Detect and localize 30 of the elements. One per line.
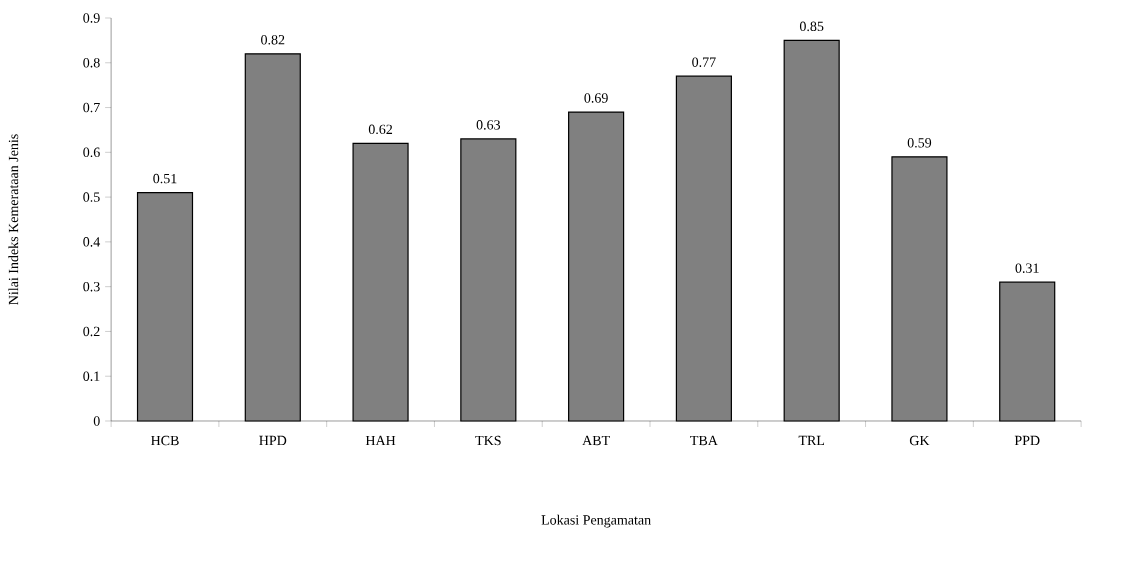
x-tick-label: HCB	[151, 435, 179, 446]
x-tick-label: TRL	[798, 435, 825, 446]
x-tick-label: TBA	[690, 435, 718, 446]
y-tick-label: 0.4	[83, 237, 101, 247]
y-axis-title: Nilai Indeks Kemerataan Jenis	[8, 134, 19, 305]
y-tick-label: 0.2	[83, 326, 100, 337]
data-label: 0.51	[153, 173, 177, 184]
y-tick-label: 0.7	[83, 102, 100, 113]
y-tick-label: 0.1	[83, 371, 100, 381]
x-tick-label: GK	[909, 435, 930, 446]
x-tick-label: ABT	[582, 435, 610, 446]
x-axis-title: Lokasi Pengamatan	[541, 514, 651, 528]
data-label: 0.85	[799, 21, 824, 32]
x-tick-label: HPD	[259, 435, 287, 446]
data-label: 0.77	[692, 57, 716, 67]
data-label: 0.82	[261, 35, 285, 45]
data-label: 0.69	[584, 93, 608, 103]
data-label: 0.59	[907, 138, 932, 148]
x-tick-label: TKS	[475, 435, 501, 446]
y-tick-label: 0.8	[83, 58, 100, 68]
data-label: 0.31	[1015, 263, 1039, 273]
data-label: 0.63	[476, 120, 501, 130]
y-tick-label: 0	[93, 416, 100, 426]
y-tick-label: 0.6	[83, 147, 100, 158]
y-tick-label: 0.9	[83, 13, 100, 23]
y-tick-label: 0.5	[83, 192, 100, 202]
x-tick-label: HAH	[365, 435, 396, 446]
x-tick-label: PPD	[1014, 435, 1040, 446]
y-tick-label: 0.3	[83, 281, 100, 292]
data-label: 0.62	[368, 124, 393, 135]
